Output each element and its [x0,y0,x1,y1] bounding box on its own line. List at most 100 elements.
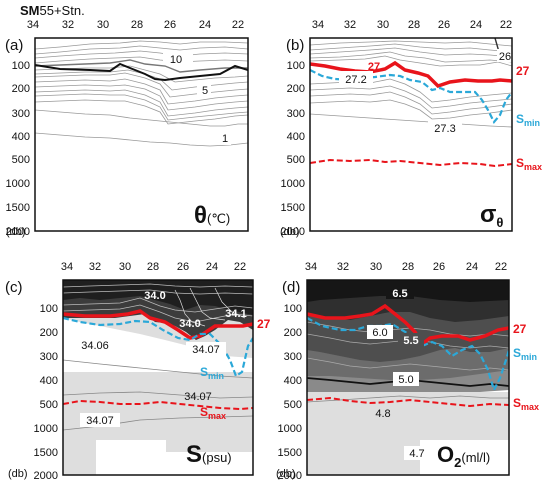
pressure-tick: 100 [40,303,58,315]
panel-b-station-ticks: 34 32 30 28 26 24 22 [312,19,512,31]
contour-label-bg [367,325,393,339]
pressure-tick: 500 [284,399,302,411]
station-tick: 34 [27,19,39,31]
station-tick: 30 [119,261,131,273]
pressure-tick: 200 [287,83,305,95]
panel-frame [309,37,513,232]
contour-label-bg [197,83,211,96]
station-tick: 24 [470,19,482,31]
station-tick: 34 [305,261,317,273]
panel-a-pressure-ticks: 100 200 300 400 500 1000 1500 2000 [6,60,30,238]
side-label-smin: Smin [200,365,224,381]
contour-label-bg [163,51,193,65]
contour-label: 5.0 [398,374,413,386]
pressure-tick: 1000 [278,423,302,435]
station-tick: 26 [177,261,189,273]
pressure-tick: 1500 [278,447,302,459]
side-label-27: 27 [257,317,271,331]
panel-b-pressure-ticks: 100 200 300 400 500 1000 1500 2000 [281,60,305,238]
contour-label: 34.0 [144,290,165,302]
contour-label: 1 [222,133,228,145]
station-tick: 32 [337,261,349,273]
station-tick: 22 [234,261,246,273]
panel-c-pressure-ticks: 100 200 300 400 500 1000 1500 2000 [34,303,58,482]
pressure-unit: (db) [280,226,300,238]
panel-c-contours [63,283,253,431]
pressure-tick: 2000 [278,470,302,482]
contour-label-bg [386,286,414,299]
header-label: SM55+Stn. [20,3,85,18]
pressure-tick: 1000 [34,423,58,435]
station-tick: 28 [408,19,420,31]
pressure-tick: 500 [12,154,30,166]
panel-c: 34 32 30 28 26 24 22 100 200 300 400 500… [5,261,271,482]
contour-label: 34.07 [184,391,212,403]
contour-label-bg [219,132,231,145]
pressure-tick: 400 [287,131,305,143]
contour-label: 34.0 [179,318,200,330]
pressure-tick: 1000 [6,178,30,190]
pressure-tick: 300 [40,351,58,363]
pressure-tick: 1500 [281,202,305,214]
panel-letter: (a) [5,37,23,54]
quantity-label: S(psu) [186,441,232,468]
station-tick: 28 [147,261,159,273]
panel-c-fills [63,280,253,475]
contour-label-bg [497,49,513,62]
contour-label-bg [404,446,430,460]
pressure-tick: 2000 [281,226,305,238]
panel-a-contours [35,40,248,147]
station-tick: 26 [433,261,445,273]
contour-label: 27.2 [345,74,366,86]
side-label-smax: Smax [516,156,542,172]
pressure-tick: 100 [287,60,305,72]
contour-label-bg [339,71,373,85]
contour-label-bg [393,372,419,386]
contour-label: 34.06 [81,340,109,352]
station-tick: 24 [466,261,478,273]
contour-label: 34.07 [86,415,114,427]
contour-label: 5 [202,85,208,97]
quantity-label: O2(ml/l) [437,442,490,470]
station-tick: 34 [312,19,324,31]
pressure-tick: 300 [12,108,30,120]
contour-label: 34.07 [192,344,220,356]
station-tick: 24 [199,19,211,31]
quantity-label: θ(℃) [194,202,230,229]
pressure-tick: 200 [12,83,30,95]
panel-d: 34 32 30 28 26 24 22 100 200 300 400 500… [276,261,539,482]
contour-label: 27 [368,61,380,73]
panel-a: 34 32 30 28 26 24 22 100 200 300 400 500… [5,19,249,238]
station-tick: 30 [97,19,109,31]
station-tick: 32 [344,19,356,31]
station-tick: 22 [500,19,512,31]
panel-frame [34,37,249,232]
station-tick: 26 [438,19,450,31]
station-tick: 28 [402,261,414,273]
contour-label-bg [398,333,424,347]
panel-a-station-ticks: 34 32 30 28 26 24 22 [27,19,244,31]
pressure-unit: (db) [276,468,296,480]
contour-label-bg [428,121,462,135]
pressure-tick: 100 [284,303,302,315]
contour-label: 6.5 [392,288,407,300]
pressure-tick: 500 [40,399,58,411]
contour-label: 5.5 [403,335,418,347]
station-tick: 22 [232,19,244,31]
station-tick: 32 [62,19,74,31]
panel-frame [306,279,510,476]
panel-b: 34 32 30 28 26 24 22 100 200 300 400 500… [280,19,542,238]
side-label-smax: Smax [200,405,226,421]
panel-letter: (b) [286,37,304,54]
pressure-tick: 500 [287,154,305,166]
panel-b-contours [310,38,512,168]
pressure-tick: 400 [284,375,302,387]
pressure-tick: 1500 [34,447,58,459]
contour-label: 4.7 [409,448,424,460]
station-tick: 22 [495,261,507,273]
station-tick: 26 [164,19,176,31]
quantity-label: σθ [480,201,503,230]
panel-d-station-ticks: 34 32 30 28 26 24 22 [305,261,507,273]
pressure-tick: 300 [284,351,302,363]
